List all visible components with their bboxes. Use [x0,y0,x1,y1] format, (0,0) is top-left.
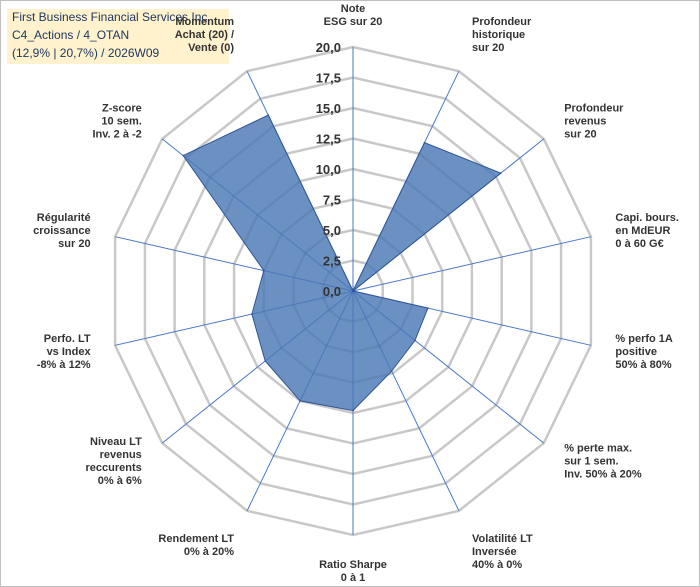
axis-label-0-line-1: ESG sur 20 [324,16,383,28]
axis-label-1-line-0: Profondeur [472,16,532,28]
radar-tick-labels: 0,0 2,5 5,0 7,5 10,0 12,5 15,0 17,5 20,0 [316,40,341,299]
axis-label-3-line-2: 0 à 60 G€ [615,238,663,250]
data-point-2 [500,172,502,174]
data-point-4 [427,307,429,309]
data-point-7 [352,409,354,412]
data-point-3 [352,290,354,292]
tick-label-4: 10,0 [316,162,341,177]
data-point-5 [414,339,416,342]
data-point-9 [264,360,267,362]
axis-label-5-line-0: % perte max. [564,443,632,455]
axis-label-9-line-2: reccurents [86,462,142,474]
axis-label-3-line-0: Capi. bours. [615,212,679,224]
axis-label-7-line-1: 0 à 1 [341,572,365,584]
chart-title-company: First Business Financial Services Inc [12,10,208,24]
axis-label-6-line-1: Inversée [472,546,517,558]
axis-label-10-line-2: -8% à 12% [37,359,91,371]
axis-label-2-line-0: Profondeur [564,102,624,114]
spoke-3 [352,236,592,292]
axis-label-10-line-1: vs Index [47,346,92,358]
axis-label-2-line-2: sur 20 [564,128,596,140]
axis-label-4-line-1: positive [615,346,657,358]
axis-label-8: Rendement LT0% à 20% [158,533,234,558]
data-point-8 [299,400,301,402]
data-point-12 [182,154,184,157]
tick-label-7: 17,5 [316,71,341,86]
tick-label-1: 2,5 [323,254,341,269]
data-point-10 [251,313,253,315]
chart-title-box: First Business Financial Services Inc C4… [7,9,229,64]
axis-label-13-line-1: Achat (20) / [175,29,234,41]
tick-label-2: 5,0 [323,223,341,238]
tick-label-5: 12,5 [316,132,341,147]
axis-label-13-line-2: Vente (0) [188,42,234,54]
axis-label-12-line-1: 10 sem. [101,115,141,127]
axis-label-9-line-0: Niveau LT [90,436,142,448]
axis-label-8-line-1: 0% à 20% [184,546,234,558]
axis-label-3-line-1: en MdEUR [615,225,670,237]
axis-label-12-line-2: Inv. 2 à -2 [92,128,141,140]
axis-label-4-line-0: % perfo 1A [615,333,673,345]
data-point-1 [423,141,426,144]
axis-label-6-line-2: 40% à 0% [472,559,522,571]
tick-label-8: 20,0 [316,40,341,55]
axis-label-7-line-0: Ratio Sharpe [319,559,387,571]
axis-label-8-line-0: Rendement LT [158,533,234,545]
axis-label-11-line-0: Régularité [37,212,91,224]
tick-label-0: 0,0 [323,284,341,299]
axis-label-5-line-2: Inv. 50% à 20% [564,469,642,481]
chart-title-category: C4_Actions / 4_OTAN [12,28,130,42]
axis-label-4-line-2: 50% à 80% [615,359,671,371]
axis-label-5-line-1: sur 1 sem. [564,456,618,468]
axis-label-0-line-0: Note [341,3,365,15]
data-point-6 [390,370,393,373]
tick-label-3: 7,5 [323,193,341,208]
chart-title-stats: (12,9% | 20,7%) / 2026W09 [12,46,160,60]
axis-label-6-line-0: Volatilité LT [472,533,533,545]
axis-label-5: % perte max.sur 1 sem.Inv. 50% à 20% [564,443,642,481]
axis-label-11-line-2: sur 20 [58,238,90,250]
tick-label-6: 15,0 [316,101,341,116]
axis-label-9-line-3: 0% à 6% [98,475,142,487]
axis-label-1-line-1: historique [472,29,525,41]
axis-label-12-line-0: Z-score [102,102,142,114]
axis-label-2-line-1: revenus [564,115,606,127]
axis-label-9-line-1: revenus [100,449,142,461]
axis-label-10-line-0: Perfo. LT [44,333,91,345]
data-point-13 [267,114,270,116]
axis-label-1-line-2: sur 20 [472,42,504,54]
axis-label-11-line-1: croissance [33,225,90,237]
axis-label-13-line-0: Momentum [175,16,234,28]
radar-series [182,114,502,412]
data-point-11 [263,269,265,272]
